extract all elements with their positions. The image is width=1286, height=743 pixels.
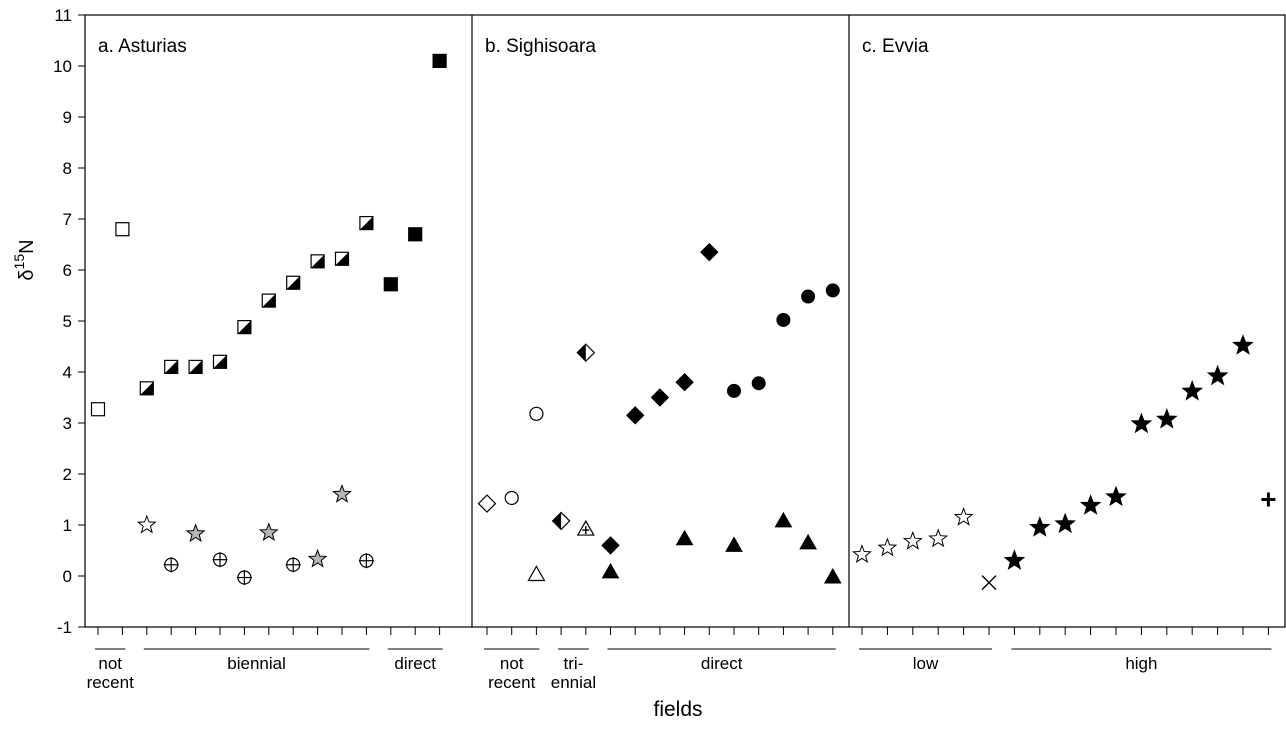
data-point (285, 557, 301, 573)
y-tick-label: 2 (63, 465, 72, 484)
data-point (212, 354, 228, 369)
data-point (286, 275, 301, 290)
data-point (307, 548, 328, 568)
group-label: low (913, 654, 939, 673)
group-label: recent (488, 673, 536, 692)
group-label: not (500, 654, 524, 673)
group-label: ennial (551, 673, 596, 692)
data-point (1261, 492, 1276, 507)
data-point (1155, 407, 1178, 429)
data-point (981, 575, 997, 591)
y-tick-label: 10 (53, 57, 72, 76)
data-point (625, 406, 645, 425)
data-point (136, 514, 157, 534)
data-point (551, 511, 571, 531)
data-point (1181, 379, 1204, 401)
data-point (825, 283, 840, 298)
data-point (310, 254, 325, 269)
data-point (902, 530, 923, 550)
data-point (1130, 412, 1153, 434)
y-tick-label: 1 (63, 516, 72, 535)
data-point (359, 215, 374, 231)
data-point (601, 536, 620, 555)
data-point (185, 523, 206, 543)
data-point (1206, 364, 1229, 386)
panel-title: a. Asturias (98, 36, 187, 57)
group-label: direct (394, 654, 436, 673)
data-point (1232, 334, 1254, 355)
data-point (751, 376, 766, 391)
data-point (675, 529, 694, 546)
data-point (727, 383, 741, 398)
data-point (650, 388, 670, 407)
data-point (700, 242, 719, 262)
data-point (408, 227, 423, 242)
data-point (928, 528, 949, 548)
data-point (334, 251, 350, 266)
data-point (675, 372, 694, 392)
x-axis-title: fields (653, 698, 702, 721)
data-point (601, 562, 620, 579)
data-point (237, 320, 252, 335)
group-label: recent (87, 673, 135, 692)
panel-title: b. Sighisoara (485, 36, 596, 57)
y-tick-label: 9 (63, 108, 72, 127)
data-point (877, 537, 898, 557)
data-point (115, 222, 130, 237)
data-point (164, 359, 179, 374)
group-label: tri- (564, 654, 584, 673)
y-tick-label: 3 (63, 414, 72, 433)
y-tick-label: 11 (54, 6, 72, 25)
data-point (1105, 485, 1127, 507)
data-point (332, 483, 352, 503)
data-point (527, 565, 546, 582)
data-point (823, 568, 842, 584)
data-point (139, 381, 154, 396)
data-point (432, 53, 447, 69)
group-label: biennial (227, 654, 286, 673)
data-point (358, 553, 374, 569)
data-point (725, 536, 743, 552)
data-point (90, 402, 106, 417)
data-point (774, 511, 793, 528)
y-tick-label: 6 (63, 261, 72, 280)
data-point (1003, 549, 1026, 570)
data-point (852, 544, 872, 564)
data-point (799, 533, 817, 550)
y-tick-label: 7 (63, 210, 72, 229)
panel-title: c. Evvia (862, 36, 929, 57)
data-point (477, 494, 497, 513)
data-point (212, 552, 228, 568)
group-label: high (1125, 654, 1157, 673)
data-point (529, 406, 544, 421)
y-tick-label: 4 (63, 363, 72, 382)
y-axis-title: δ15N (11, 239, 38, 280)
data-point (801, 289, 816, 304)
data-point (776, 312, 791, 327)
group-label: direct (701, 654, 743, 673)
data-point (383, 277, 398, 292)
y-tick-label: -1 (57, 618, 72, 637)
data-point (163, 557, 179, 573)
data-point (504, 490, 519, 506)
y-tick-label: 0 (63, 567, 72, 586)
y-tick-label: 8 (63, 159, 72, 178)
data-point (1054, 512, 1077, 534)
data-point (576, 519, 595, 536)
data-point (1079, 494, 1102, 515)
data-point (236, 570, 252, 586)
data-point (953, 506, 974, 526)
data-point (576, 343, 596, 362)
data-point (188, 359, 203, 374)
data-point (258, 522, 279, 542)
y-tick-label: 5 (63, 312, 72, 331)
data-point (261, 293, 276, 308)
group-label: not (98, 654, 122, 673)
data-point (1028, 516, 1051, 537)
